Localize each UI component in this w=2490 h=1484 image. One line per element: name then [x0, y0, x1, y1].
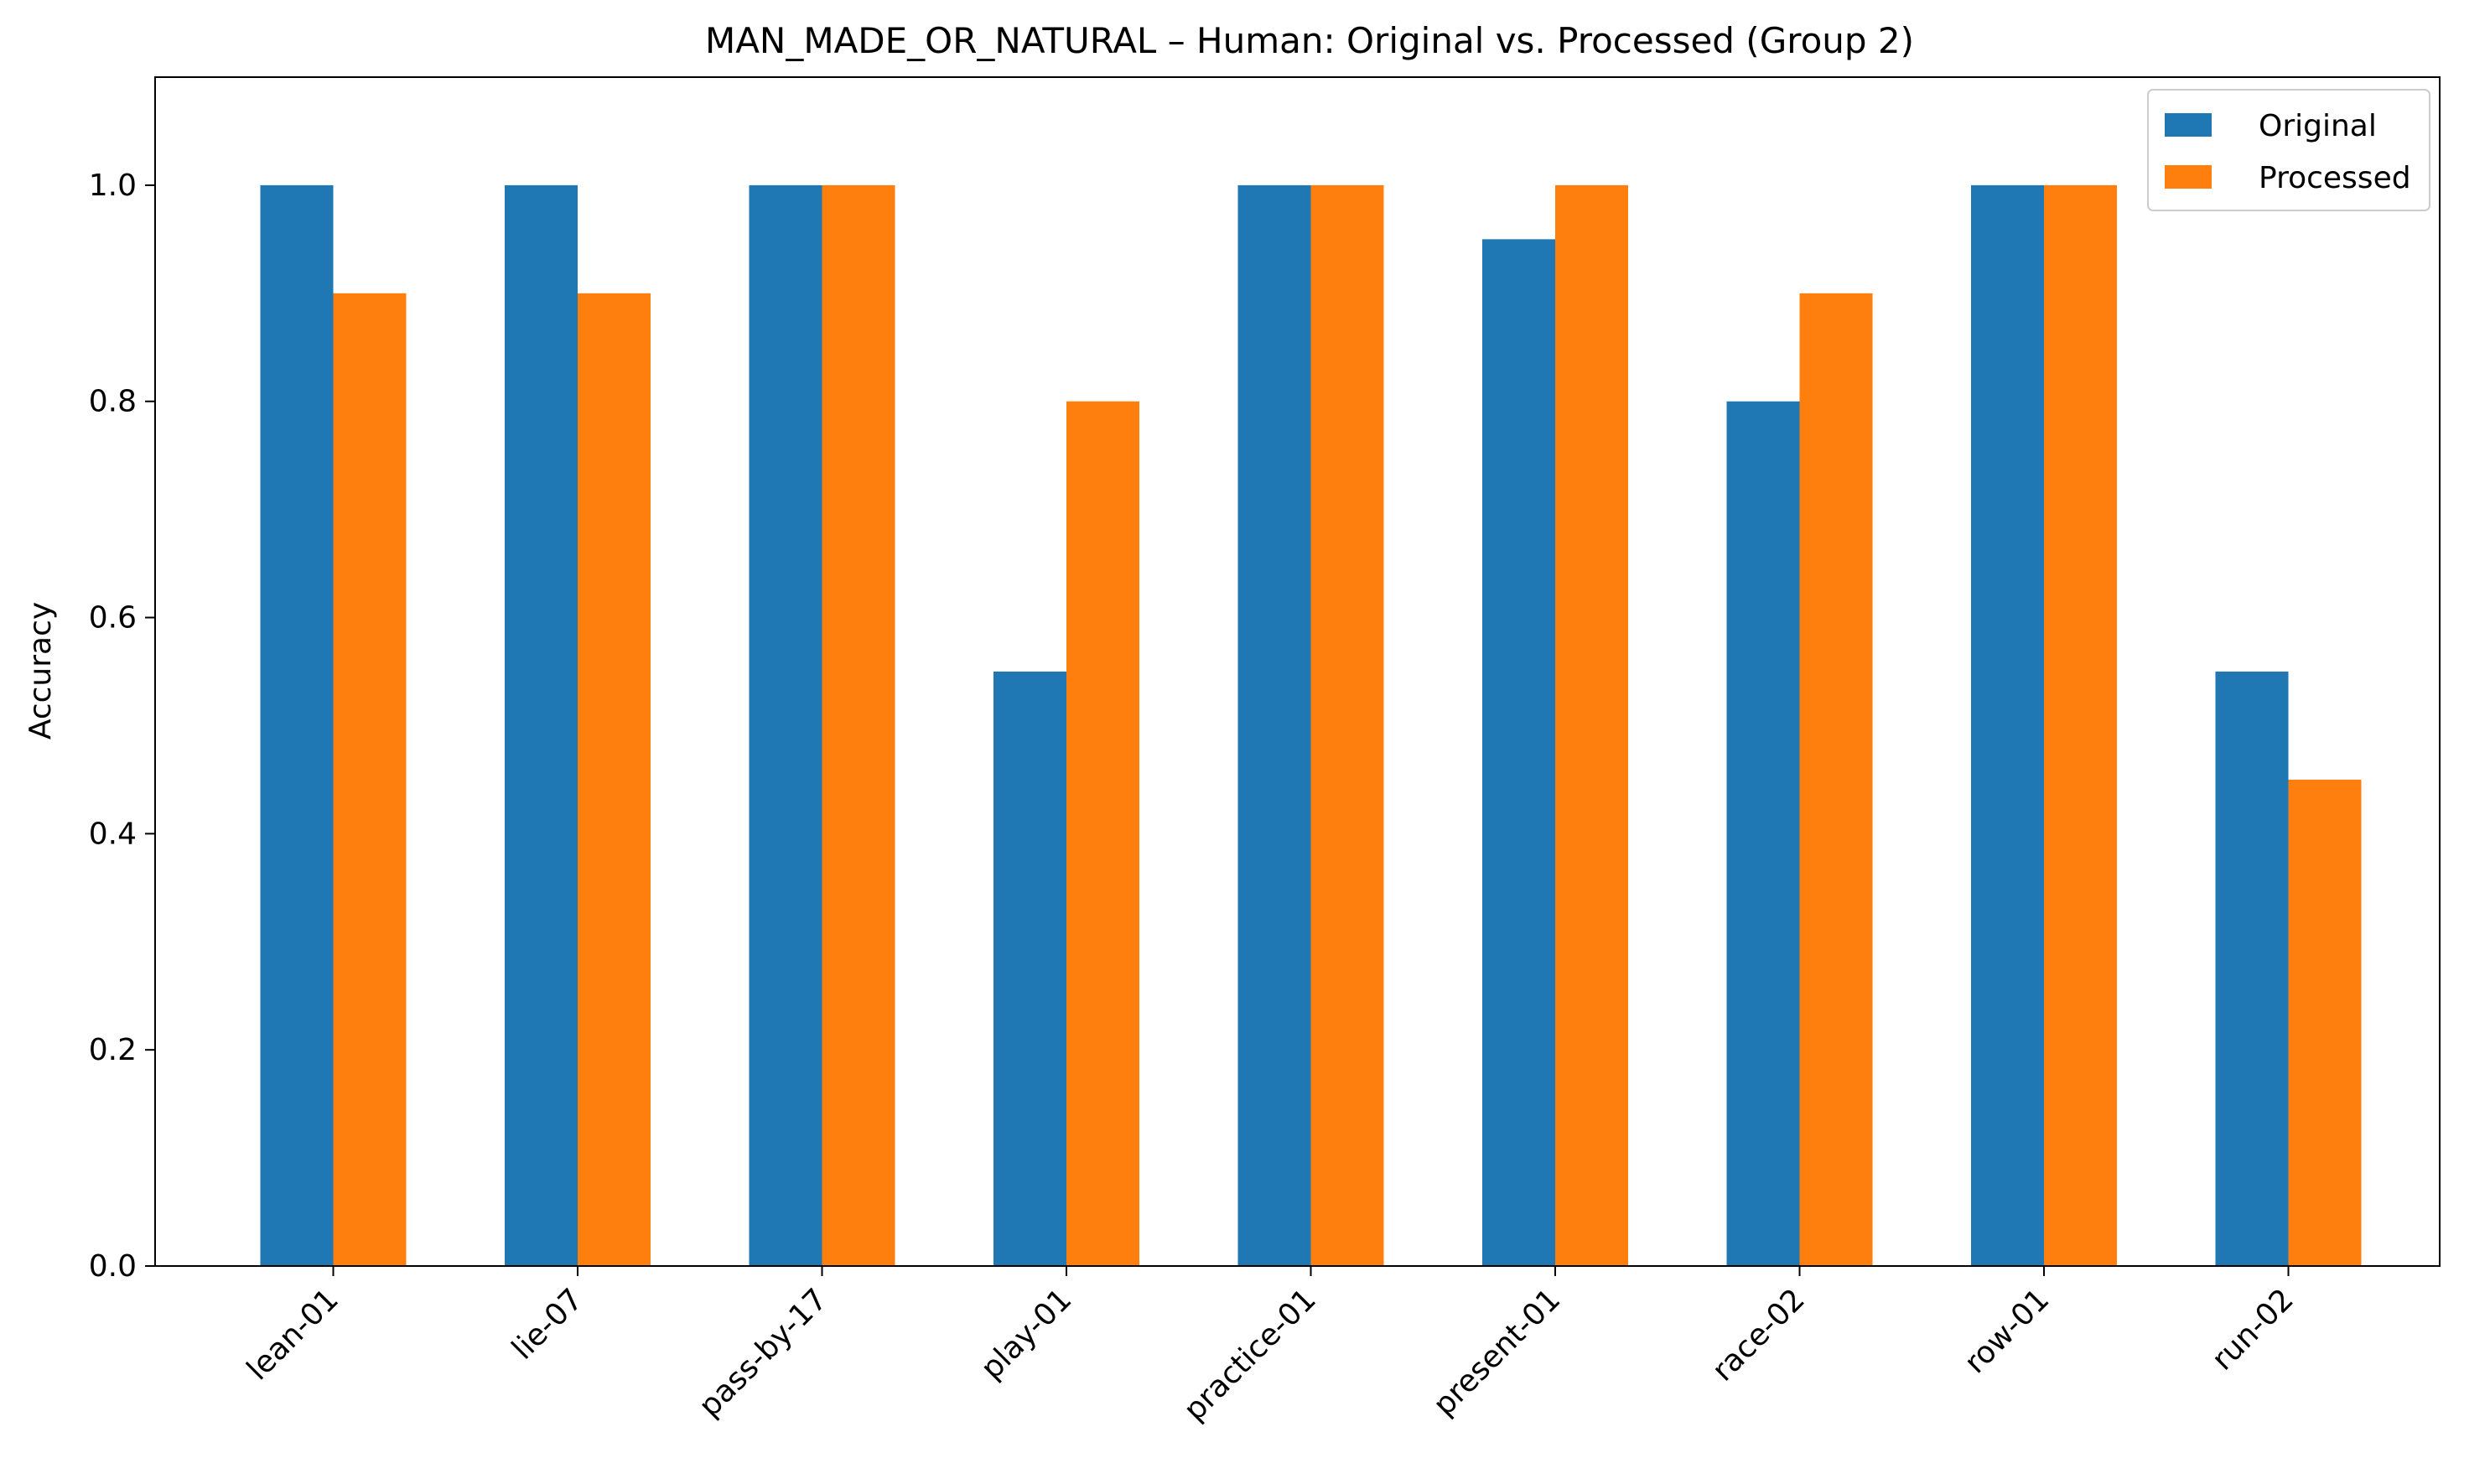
bar-processed-play-01	[1066, 401, 1139, 1266]
bar-processed-row-01	[2044, 184, 2117, 1267]
y-tick-label: 0.6	[89, 601, 137, 636]
bar-original-play-01	[993, 672, 1066, 1266]
bar-processed-present-01	[1555, 184, 1628, 1267]
x-tick-label-practice-01: practice-01	[1177, 1282, 1323, 1428]
bar-processed-lean-01	[333, 293, 407, 1267]
x-tick-label-play-01: play-01	[974, 1282, 1078, 1386]
legend-swatch-original	[2165, 113, 2212, 137]
x-tick-label-present-01: present-01	[1427, 1282, 1567, 1422]
x-tick-label-race-02: race-02	[1706, 1282, 1812, 1388]
x-tick-label-lie-07: lie-07	[506, 1282, 589, 1366]
x-tick-label-lean-01: lean-01	[241, 1282, 345, 1387]
y-tick-label: 0.8	[89, 385, 137, 419]
bar-original-present-01	[1482, 239, 1555, 1266]
chart-title: MAN_MADE_OR_NATURAL – Human: Original vs…	[705, 20, 1914, 61]
bar-processed-run-02	[2288, 779, 2362, 1266]
bar-processed-practice-01	[1310, 184, 1384, 1267]
bar-original-lean-01	[260, 184, 334, 1267]
bar-original-lie-07	[505, 184, 578, 1267]
bar-original-row-01	[1971, 184, 2044, 1267]
y-tick-label: 0.4	[89, 817, 137, 851]
plot-frame	[154, 76, 2441, 1267]
legend-swatch-processed	[2165, 165, 2212, 189]
y-tick-label: 0.2	[89, 1033, 137, 1067]
bar-processed-race-02	[1799, 293, 1873, 1267]
y-tick-label: 1.0	[89, 169, 137, 203]
bars-layer	[260, 184, 2362, 1267]
legend-label-processed: Processed	[2259, 161, 2411, 195]
bar-original-pass-by-17	[749, 184, 822, 1267]
y-tick-label: 0.0	[89, 1249, 137, 1284]
x-tick-label-pass-by-17: pass-by-17	[693, 1282, 834, 1424]
bar-processed-lie-07	[578, 293, 651, 1267]
bar-original-practice-01	[1237, 184, 1311, 1267]
bar-processed-pass-by-17	[822, 184, 895, 1267]
legend-box	[2147, 89, 2430, 211]
y-axis-label: Accuracy	[23, 602, 58, 739]
bar-original-race-02	[1726, 401, 1800, 1266]
legend: Original Processed	[2147, 89, 2430, 211]
x-tick-label-row-01: row-01	[1958, 1282, 2056, 1380]
legend-label-original: Original	[2259, 109, 2377, 143]
x-tick-label-run-02: run-02	[2206, 1282, 2301, 1377]
bar-original-run-02	[2215, 672, 2289, 1266]
